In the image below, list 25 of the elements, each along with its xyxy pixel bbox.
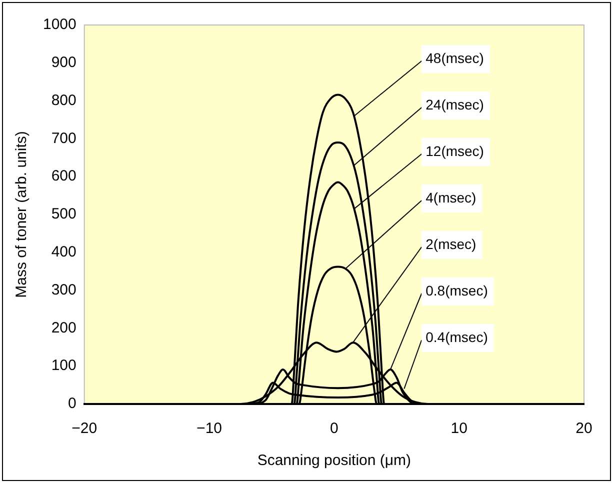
y-axis-title: Mass of toner (arb. units) xyxy=(13,131,30,298)
annotation: 0.8(msec) xyxy=(426,282,488,298)
y-tick-label: 200 xyxy=(51,319,76,336)
x-tick-label: −20 xyxy=(72,420,98,438)
y-tick-label: 600 xyxy=(51,168,76,185)
y-tick-label: 800 xyxy=(51,92,76,109)
y-tick-label: 1000 xyxy=(42,16,76,34)
annotation: 24(msec) xyxy=(426,96,484,112)
y-tick-label: 500 xyxy=(51,206,76,223)
annotation: 2(msec) xyxy=(426,236,476,252)
annotation: 12(msec) xyxy=(426,142,484,159)
annotation: 4(msec) xyxy=(426,189,476,206)
x-axis-title: Scanning position (μm) xyxy=(257,452,412,470)
x-tick-label: 0 xyxy=(330,420,338,438)
annotation: 0.4(msec) xyxy=(426,328,488,345)
y-tick-label: 300 xyxy=(51,281,76,298)
y-tick-label: 100 xyxy=(51,357,76,374)
y-tick-label: 900 xyxy=(51,54,76,72)
x-tick-label: 20 xyxy=(576,420,592,438)
annotation: 48(msec) xyxy=(426,50,484,66)
x-tick-label: 10 xyxy=(450,420,468,438)
y-tick-label: 400 xyxy=(51,244,76,261)
y-tick-label: 700 xyxy=(51,130,76,147)
x-tick-label: −10 xyxy=(196,420,222,438)
y-tick-label: 0 xyxy=(68,395,76,412)
